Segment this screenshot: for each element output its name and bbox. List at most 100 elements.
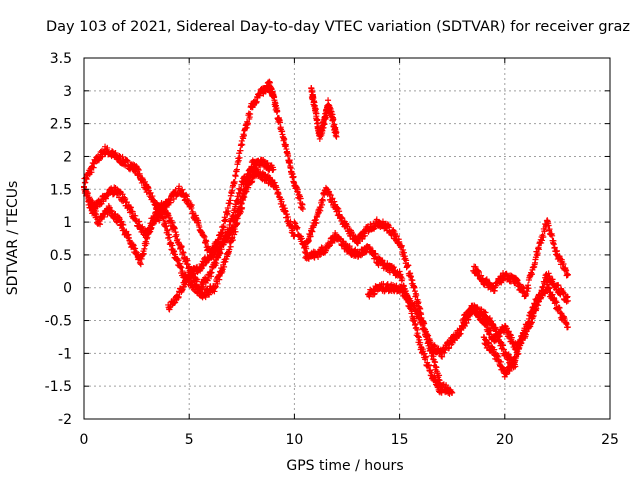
data-point <box>251 173 258 180</box>
data-point <box>236 154 243 161</box>
data-point <box>213 260 220 267</box>
series-track-c <box>85 166 260 301</box>
data-point <box>141 178 148 185</box>
data-point <box>313 220 320 227</box>
data-point <box>88 201 95 208</box>
data-point <box>555 282 562 289</box>
data-point <box>552 298 559 305</box>
data-point <box>327 192 334 199</box>
data-point <box>173 231 180 238</box>
data-point <box>491 346 498 353</box>
data-point <box>208 269 215 276</box>
data-point <box>358 252 365 259</box>
data-point <box>564 297 571 304</box>
y-axis-label: SDTVAR / TECUs <box>5 181 21 296</box>
data-point <box>505 328 512 335</box>
data-point <box>163 223 170 230</box>
data-point <box>224 235 231 242</box>
data-point <box>461 317 468 324</box>
data-point <box>200 283 207 290</box>
data-point <box>294 224 301 231</box>
data-point <box>280 202 287 209</box>
data-point <box>398 242 405 249</box>
data-point <box>339 214 346 221</box>
data-point <box>535 246 542 253</box>
data-point <box>274 108 281 115</box>
data-point <box>225 208 232 215</box>
series-track-k <box>480 281 571 380</box>
data-point <box>132 212 139 219</box>
data-point <box>564 324 571 331</box>
data-point <box>436 382 443 389</box>
data-point <box>497 358 504 365</box>
data-point <box>203 238 210 245</box>
data-point <box>214 280 221 287</box>
data-point <box>244 120 251 127</box>
series-track-e <box>308 84 340 142</box>
data-point <box>476 309 483 316</box>
y-tick-label: -1 <box>58 346 72 362</box>
data-point <box>403 257 410 264</box>
data-point <box>422 353 429 360</box>
data-point <box>297 195 304 202</box>
data-point <box>179 186 186 193</box>
data-point <box>281 136 288 143</box>
data-point <box>361 232 368 239</box>
data-point <box>425 362 432 369</box>
data-point <box>500 342 507 349</box>
data-point <box>333 133 340 140</box>
data-point <box>417 339 424 346</box>
data-point <box>156 217 163 224</box>
data-point <box>545 270 552 277</box>
data-point <box>226 246 233 253</box>
data-point <box>482 309 489 316</box>
data-point <box>221 263 228 270</box>
data-point <box>122 196 129 203</box>
data-point <box>108 207 115 214</box>
data-point <box>319 197 326 204</box>
data-point <box>405 262 412 269</box>
x-axis-label: GPS time / hours <box>286 458 403 474</box>
data-point <box>118 218 125 225</box>
data-point <box>449 389 456 396</box>
data-point <box>220 224 227 231</box>
data-point <box>331 198 338 205</box>
data-point <box>120 221 127 228</box>
data-point <box>307 233 314 240</box>
data-point <box>201 233 208 240</box>
x-tick-label: 20 <box>496 432 514 448</box>
data-point <box>329 195 336 202</box>
axis-ticks <box>83 57 611 420</box>
y-tick-labels: -2 -1.5 -1 -0.5 0 0.5 1 1.5 2 2.5 3 3.5 <box>45 51 72 428</box>
data-point <box>422 328 429 335</box>
y-tick-label: -0.5 <box>45 314 72 330</box>
data-point <box>119 221 126 228</box>
data-point <box>123 199 130 206</box>
data-point <box>196 284 203 291</box>
data-point <box>418 344 425 351</box>
data-point <box>116 152 123 159</box>
data-point <box>346 243 353 250</box>
data-point <box>299 205 306 212</box>
series-track-d <box>165 156 277 313</box>
data-point <box>243 124 250 131</box>
data-point <box>439 353 446 360</box>
data-point <box>122 162 129 169</box>
data-point <box>553 299 560 306</box>
x-tick-label: 15 <box>391 432 409 448</box>
data-point <box>477 311 484 318</box>
data-point <box>523 291 530 298</box>
data-point <box>229 237 236 244</box>
data-point <box>137 261 144 268</box>
data-point <box>400 249 407 256</box>
series-track-a <box>81 78 306 261</box>
data-point <box>240 132 247 139</box>
x-tick-labels: 0 5 10 15 20 25 <box>80 432 619 448</box>
data-point <box>132 245 139 252</box>
data-point <box>428 369 435 376</box>
data-point <box>277 119 284 126</box>
data-point <box>486 340 493 347</box>
data-point <box>525 285 532 292</box>
data-point <box>188 202 195 209</box>
